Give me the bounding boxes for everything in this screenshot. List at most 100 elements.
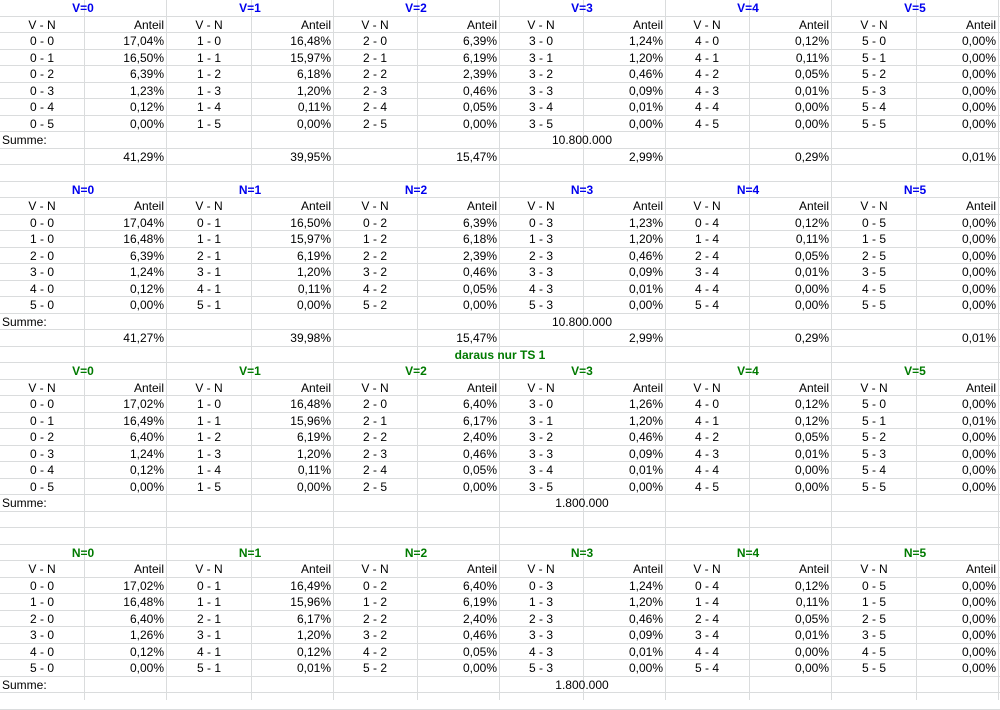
total-cell[interactable]: 41,29% xyxy=(123,149,164,164)
score-cell[interactable]: 2 - 1 xyxy=(196,248,221,263)
score-cell[interactable]: 4 - 1 xyxy=(196,644,221,659)
score-cell[interactable]: 1 - 0 xyxy=(196,34,221,48)
share-cell[interactable]: 0,00% xyxy=(961,430,996,444)
score-cell[interactable]: 4 - 3 xyxy=(694,83,719,98)
total-cell[interactable]: 0,29% xyxy=(794,149,829,164)
score-cell[interactable]: 2 - 2 xyxy=(362,67,387,81)
share-cell[interactable]: 2,39% xyxy=(462,67,497,81)
share-cell[interactable]: 0,46% xyxy=(462,628,497,642)
share-cell[interactable]: 0,00% xyxy=(462,661,497,675)
share-cell[interactable]: 0,12% xyxy=(794,34,829,48)
score-cell[interactable]: 1 - 1 xyxy=(196,50,221,65)
score-cell[interactable]: 3 - 5 xyxy=(861,265,886,279)
score-cell[interactable]: 4 - 2 xyxy=(694,67,719,81)
share-cell[interactable]: 1,20% xyxy=(628,232,663,246)
score-cell[interactable]: 0 - 5 xyxy=(861,578,886,593)
share-cell[interactable]: 0,00% xyxy=(961,34,996,48)
share-cell[interactable]: 0,00% xyxy=(961,100,996,114)
share-cell[interactable]: 2,40% xyxy=(462,430,497,444)
share-cell[interactable]: 0,12% xyxy=(129,281,164,296)
score-cell[interactable]: 2 - 4 xyxy=(362,100,387,114)
share-cell[interactable]: 0,00% xyxy=(961,232,996,246)
score-cell[interactable]: 0 - 5 xyxy=(29,116,54,131)
share-cell[interactable]: 6,17% xyxy=(296,611,331,626)
score-cell[interactable]: 4 - 1 xyxy=(196,281,221,296)
share-cell[interactable]: 0,46% xyxy=(462,446,497,461)
share-cell[interactable]: 0,00% xyxy=(129,661,164,675)
share-cell[interactable]: 6,39% xyxy=(129,248,164,263)
share-cell[interactable]: 0,05% xyxy=(794,611,829,626)
share-cell[interactable]: 16,48% xyxy=(123,232,164,246)
share-cell[interactable]: 0,00% xyxy=(794,463,829,477)
score-cell[interactable]: 0 - 5 xyxy=(861,215,886,230)
score-cell[interactable]: 5 - 2 xyxy=(861,430,886,444)
total-cell[interactable]: 2,99% xyxy=(628,331,663,345)
score-cell[interactable]: 0 - 3 xyxy=(528,578,553,593)
score-cell[interactable]: 4 - 5 xyxy=(861,281,886,296)
share-cell[interactable]: 0,09% xyxy=(628,446,663,461)
score-cell[interactable]: 2 - 1 xyxy=(196,611,221,626)
score-cell[interactable]: 0 - 0 xyxy=(29,397,54,411)
share-cell[interactable]: 17,02% xyxy=(123,578,164,593)
share-cell[interactable]: 0,05% xyxy=(462,463,497,477)
score-cell[interactable]: 5 - 1 xyxy=(861,50,886,65)
share-cell[interactable]: 17,04% xyxy=(123,215,164,230)
score-cell[interactable]: 3 - 1 xyxy=(528,413,553,428)
share-cell[interactable]: 0,05% xyxy=(794,67,829,81)
score-cell[interactable]: 2 - 0 xyxy=(362,34,387,48)
score-cell[interactable]: 5 - 1 xyxy=(861,413,886,428)
score-cell[interactable]: 3 - 0 xyxy=(29,265,54,279)
score-cell[interactable]: 3 - 2 xyxy=(528,430,553,444)
score-cell[interactable]: 4 - 0 xyxy=(29,644,54,659)
share-cell[interactable]: 6,40% xyxy=(129,430,164,444)
share-cell[interactable]: 0,00% xyxy=(129,298,164,312)
share-cell[interactable]: 0,12% xyxy=(794,578,829,593)
score-cell[interactable]: 1 - 3 xyxy=(528,232,553,246)
share-cell[interactable]: 0,00% xyxy=(462,116,497,131)
share-cell[interactable]: 0,01% xyxy=(628,100,663,114)
score-cell[interactable]: 5 - 5 xyxy=(861,298,886,312)
score-cell[interactable]: 4 - 0 xyxy=(694,34,719,48)
share-cell[interactable]: 6,19% xyxy=(462,595,497,609)
share-cell[interactable]: 0,05% xyxy=(794,430,829,444)
score-cell[interactable]: 4 - 5 xyxy=(694,479,719,494)
score-cell[interactable]: 5 - 5 xyxy=(861,661,886,675)
share-cell[interactable]: 1,20% xyxy=(628,595,663,609)
score-cell[interactable]: 0 - 0 xyxy=(29,34,54,48)
score-cell[interactable]: 0 - 1 xyxy=(29,50,54,65)
share-cell[interactable]: 0,12% xyxy=(794,397,829,411)
share-cell[interactable]: 0,01% xyxy=(628,463,663,477)
score-cell[interactable]: 3 - 3 xyxy=(528,446,553,461)
share-cell[interactable]: 0,12% xyxy=(129,463,164,477)
share-cell[interactable]: 1,24% xyxy=(129,446,164,461)
share-cell[interactable]: 6,40% xyxy=(462,578,497,593)
score-cell[interactable]: 2 - 1 xyxy=(362,50,387,65)
score-cell[interactable]: 5 - 5 xyxy=(861,479,886,494)
score-cell[interactable]: 4 - 4 xyxy=(694,281,719,296)
score-cell[interactable]: 1 - 5 xyxy=(861,232,886,246)
score-cell[interactable]: 1 - 0 xyxy=(29,232,54,246)
share-cell[interactable]: 0,00% xyxy=(961,628,996,642)
share-cell[interactable]: 0,01% xyxy=(794,628,829,642)
score-cell[interactable]: 3 - 5 xyxy=(528,479,553,494)
share-cell[interactable]: 6,39% xyxy=(129,67,164,81)
share-cell[interactable]: 6,39% xyxy=(462,215,497,230)
share-cell[interactable]: 1,20% xyxy=(628,413,663,428)
share-cell[interactable]: 1,24% xyxy=(628,578,663,593)
score-cell[interactable]: 3 - 1 xyxy=(528,50,553,65)
score-cell[interactable]: 4 - 3 xyxy=(528,644,553,659)
score-cell[interactable]: 0 - 2 xyxy=(362,578,387,593)
share-cell[interactable]: 0,12% xyxy=(794,413,829,428)
share-cell[interactable]: 1,23% xyxy=(628,215,663,230)
share-cell[interactable]: 6,19% xyxy=(462,50,497,65)
score-cell[interactable]: 0 - 1 xyxy=(29,413,54,428)
score-cell[interactable]: 5 - 4 xyxy=(861,100,886,114)
score-cell[interactable]: 0 - 5 xyxy=(29,479,54,494)
score-cell[interactable]: 3 - 4 xyxy=(694,628,719,642)
share-cell[interactable]: 0,11% xyxy=(795,595,829,609)
score-cell[interactable]: 2 - 5 xyxy=(362,479,387,494)
score-cell[interactable]: 0 - 3 xyxy=(29,83,54,98)
share-cell[interactable]: 0,09% xyxy=(628,265,663,279)
share-cell[interactable]: 15,97% xyxy=(290,50,331,65)
score-cell[interactable]: 2 - 2 xyxy=(362,430,387,444)
